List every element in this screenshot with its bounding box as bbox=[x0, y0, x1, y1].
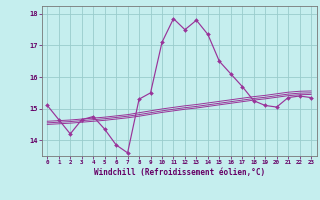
X-axis label: Windchill (Refroidissement éolien,°C): Windchill (Refroidissement éolien,°C) bbox=[94, 168, 265, 177]
